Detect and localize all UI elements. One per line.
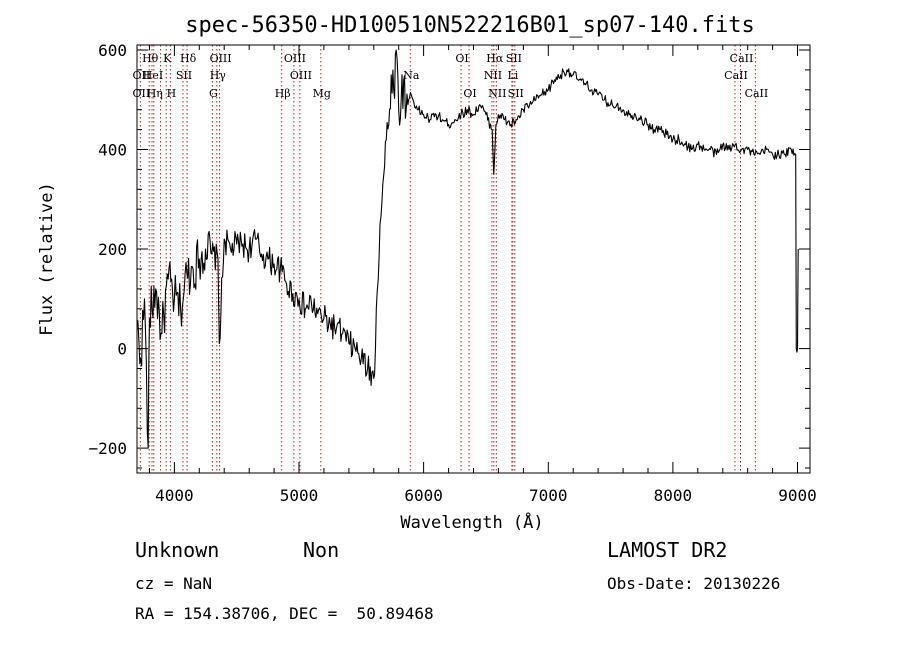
y-tick-label: −200: [88, 439, 127, 458]
y-tick-label: 0: [117, 340, 127, 359]
x-tick-label: 5000: [280, 486, 319, 505]
line-label: CaII: [730, 52, 754, 65]
line-label: Hθ: [142, 52, 159, 65]
x-tick-label: 6000: [404, 486, 443, 505]
line-label: HeI: [143, 69, 163, 82]
line-label: K: [163, 52, 172, 65]
line-label: SII: [506, 52, 522, 65]
line-label: Hδ: [180, 52, 197, 65]
y-axis-label: Flux (relative): [37, 182, 57, 336]
line-label: H: [167, 87, 177, 100]
line-label: Hα: [486, 52, 504, 65]
obs-date: Obs-Date: 20130226: [607, 574, 781, 593]
line-label: OIII: [284, 52, 306, 65]
survey-label: LAMOST DR2: [607, 538, 728, 562]
plot-frame: [136, 44, 811, 474]
line-label: Li: [507, 69, 518, 82]
line-label: OIII: [210, 52, 232, 65]
line-label: NII: [484, 69, 502, 82]
spectrum-series: [136, 49, 799, 449]
line-label: Mg: [313, 87, 331, 100]
line-label: OI: [463, 87, 476, 100]
spectrum-line: [136, 49, 799, 449]
x-axis-label: Wavelength (Å): [400, 511, 543, 533]
line-label: Na: [403, 69, 420, 82]
x-axis: 4000 5000 6000 7000 8000 9000: [149, 45, 817, 505]
line-markers: [139, 45, 756, 473]
x-tick-label: 8000: [654, 486, 693, 505]
subclass-label: Non: [303, 538, 340, 562]
line-label: CaII: [724, 69, 748, 82]
line-label: Hη: [147, 87, 163, 100]
line-label: G: [209, 87, 218, 100]
y-tick-label: 600: [98, 41, 127, 60]
line-label: OIII: [290, 69, 312, 82]
line-label: Hβ: [275, 87, 291, 100]
x-tick-label: 9000: [778, 486, 817, 505]
y-axis: −200 0 200 400 600: [88, 41, 810, 469]
coordinates: RA = 154.38706, DEC = 50.89468: [135, 604, 434, 623]
line-label: CaII: [745, 87, 769, 100]
line-label: SII: [508, 87, 524, 100]
redshift-value: cz = NaN: [135, 574, 213, 593]
line-label: SII: [176, 69, 192, 82]
y-tick-label: 400: [98, 141, 127, 160]
x-tick-label: 7000: [529, 486, 568, 505]
chart-title: spec-56350-HD100510N522216B01_sp07-140.f…: [185, 13, 755, 38]
line-label: OI: [455, 52, 468, 65]
x-tick-label: 4000: [155, 486, 194, 505]
y-tick-label: 200: [98, 240, 127, 259]
class-label: Unknown: [135, 538, 220, 562]
line-label: Hγ: [210, 69, 227, 82]
line-label: NII: [488, 87, 506, 100]
